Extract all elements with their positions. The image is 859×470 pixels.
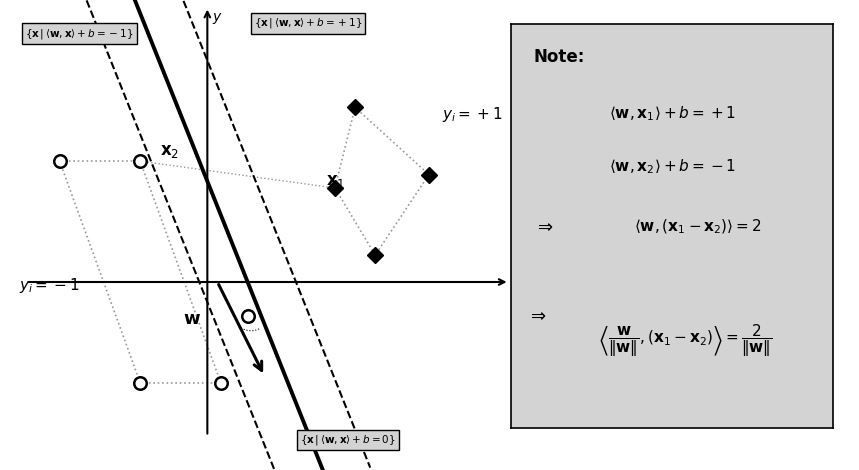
- Text: y: y: [213, 10, 221, 24]
- Text: $y_i = -1$: $y_i = -1$: [20, 276, 80, 295]
- Text: $\langle\mathbf{w},\mathbf{x}_1\rangle+b=+1$: $\langle\mathbf{w},\mathbf{x}_1\rangle+b…: [608, 104, 736, 123]
- Text: $y_i = +1$: $y_i = +1$: [442, 105, 503, 124]
- Text: $\Rightarrow$: $\Rightarrow$: [533, 218, 553, 235]
- Text: $\left\langle\dfrac{\mathbf{w}}{\|\mathbf{w}\|},(\mathbf{x}_1-\mathbf{x}_2)\righ: $\left\langle\dfrac{\mathbf{w}}{\|\mathb…: [598, 322, 772, 360]
- Text: $\{\mathbf{x}\,|\,\langle\mathbf{w},\mathbf{x}\rangle+b=0\}$: $\{\mathbf{x}\,|\,\langle\mathbf{w},\mat…: [301, 433, 396, 447]
- Text: $\{\mathbf{x}\,|\,\langle\mathbf{w},\mathbf{x}\rangle+b=-1\}$: $\{\mathbf{x}\,|\,\langle\mathbf{w},\mat…: [26, 27, 134, 40]
- Text: $\mathbf{w}$: $\mathbf{w}$: [183, 310, 201, 328]
- Text: $\{\mathbf{x}\,|\,\langle\mathbf{w},\mathbf{x}\rangle+b=+1\}$: $\{\mathbf{x}\,|\,\langle\mathbf{w},\mat…: [253, 16, 362, 31]
- Text: $\mathbf{x}_2$: $\mathbf{x}_2$: [161, 142, 180, 160]
- Text: $\langle\mathbf{w},(\mathbf{x}_1-\mathbf{x}_2)\rangle=2$: $\langle\mathbf{w},(\mathbf{x}_1-\mathbf…: [634, 218, 762, 236]
- Text: Note:: Note:: [533, 48, 585, 66]
- Text: $\mathbf{x}_1$: $\mathbf{x}_1$: [326, 172, 345, 190]
- Text: $\Rightarrow$: $\Rightarrow$: [527, 306, 547, 324]
- Text: $\langle\mathbf{w},\mathbf{x}_2\rangle+b=-1$: $\langle\mathbf{w},\mathbf{x}_2\rangle+b…: [608, 157, 736, 176]
